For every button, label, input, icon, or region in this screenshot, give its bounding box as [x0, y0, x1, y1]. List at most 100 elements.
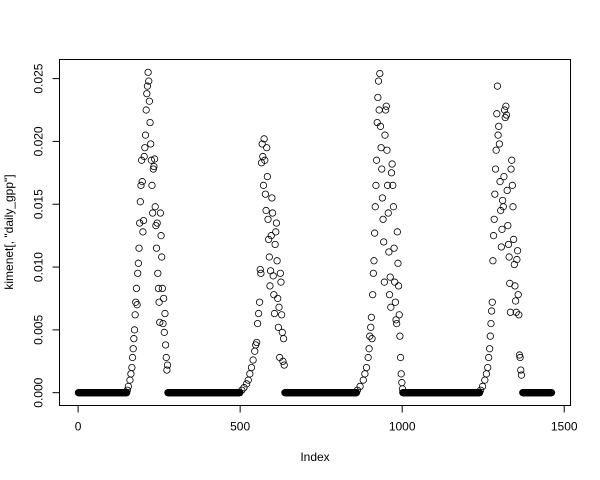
data-point — [138, 156, 146, 164]
data-point — [254, 319, 262, 328]
data-point — [391, 298, 399, 306]
data-point — [130, 326, 139, 334]
data-point — [127, 370, 135, 378]
data-point — [513, 255, 521, 264]
data-point — [394, 259, 402, 267]
data-point — [517, 366, 525, 374]
points-layer — [74, 68, 556, 397]
data-point — [367, 323, 375, 331]
data-point — [502, 111, 511, 119]
data-point — [163, 366, 171, 374]
data-point — [487, 319, 495, 328]
data-point — [398, 379, 406, 387]
data-point — [377, 144, 385, 152]
data-point — [388, 160, 396, 168]
data-point — [143, 90, 151, 98]
y-tick-label: 0.020 — [32, 126, 46, 156]
data-point — [365, 345, 373, 353]
data-point — [382, 106, 390, 114]
data-point — [253, 338, 261, 347]
data-point — [158, 253, 166, 261]
data-point — [514, 291, 522, 299]
y-tick-label: 0.015 — [32, 189, 46, 219]
data-point — [244, 376, 252, 384]
y-tick-label: 0.000 — [32, 377, 46, 407]
data-point — [493, 82, 502, 90]
data-point — [139, 216, 148, 225]
x-tick-label: 500 — [230, 420, 250, 434]
data-point — [367, 313, 375, 321]
data-point — [150, 162, 158, 171]
data-point — [503, 186, 511, 195]
data-point — [495, 140, 503, 148]
data-point — [265, 235, 273, 244]
data-point — [506, 308, 515, 316]
data-point — [268, 209, 277, 217]
data-point — [398, 385, 407, 393]
data-point — [384, 209, 392, 217]
data-point — [491, 165, 500, 173]
data-point — [260, 135, 268, 143]
data-point — [500, 172, 508, 181]
data-point — [144, 68, 152, 76]
data-point — [126, 376, 134, 384]
data-point — [371, 203, 379, 211]
data-point — [270, 309, 279, 318]
data-point — [274, 323, 282, 331]
data-point — [386, 273, 394, 281]
data-point — [379, 215, 387, 223]
data-point — [353, 386, 362, 394]
data-point — [145, 97, 153, 105]
data-point — [370, 257, 378, 265]
data-point — [272, 228, 280, 236]
data-point — [496, 178, 504, 186]
data-point — [267, 232, 275, 240]
data-point — [163, 361, 172, 369]
data-point — [488, 307, 496, 315]
y-tick-label: 0.025 — [32, 63, 46, 93]
data-point — [395, 311, 403, 319]
data-point — [160, 294, 168, 303]
data-point — [243, 380, 251, 388]
data-point — [138, 178, 146, 186]
data-point — [393, 228, 401, 236]
data-point — [486, 332, 494, 340]
data-point — [504, 221, 512, 230]
data-point — [513, 247, 522, 255]
data-point — [240, 384, 248, 392]
data-point — [502, 102, 510, 110]
data-point — [508, 156, 516, 164]
data-point — [128, 353, 137, 362]
data-point — [504, 240, 513, 249]
data-point — [547, 389, 556, 397]
data-point — [152, 244, 161, 252]
data-point — [494, 131, 502, 139]
data-point — [486, 345, 494, 353]
data-point — [124, 382, 132, 391]
data-point — [387, 303, 395, 311]
data-point — [491, 190, 499, 198]
data-point — [156, 209, 165, 217]
data-point — [489, 232, 498, 240]
x-tick-label: 1500 — [551, 420, 578, 434]
data-point — [477, 386, 485, 394]
data-point — [157, 232, 165, 240]
data-point — [255, 298, 264, 306]
data-point — [376, 122, 385, 130]
data-point — [251, 347, 259, 355]
data-point — [268, 194, 276, 202]
data-point — [136, 198, 144, 206]
data-point — [396, 332, 404, 340]
data-point — [269, 272, 277, 280]
data-point — [482, 370, 491, 378]
data-point — [159, 319, 167, 328]
data-point — [265, 253, 273, 261]
data-point — [498, 225, 506, 233]
x-axis: 0 500 1000 1500 — [75, 405, 578, 434]
data-point — [364, 353, 372, 362]
x-tick-label: 1000 — [389, 420, 416, 434]
y-axis-label: kimenet[, "daily_gpp"] — [2, 174, 16, 289]
data-point — [129, 345, 137, 353]
data-point — [148, 181, 156, 189]
